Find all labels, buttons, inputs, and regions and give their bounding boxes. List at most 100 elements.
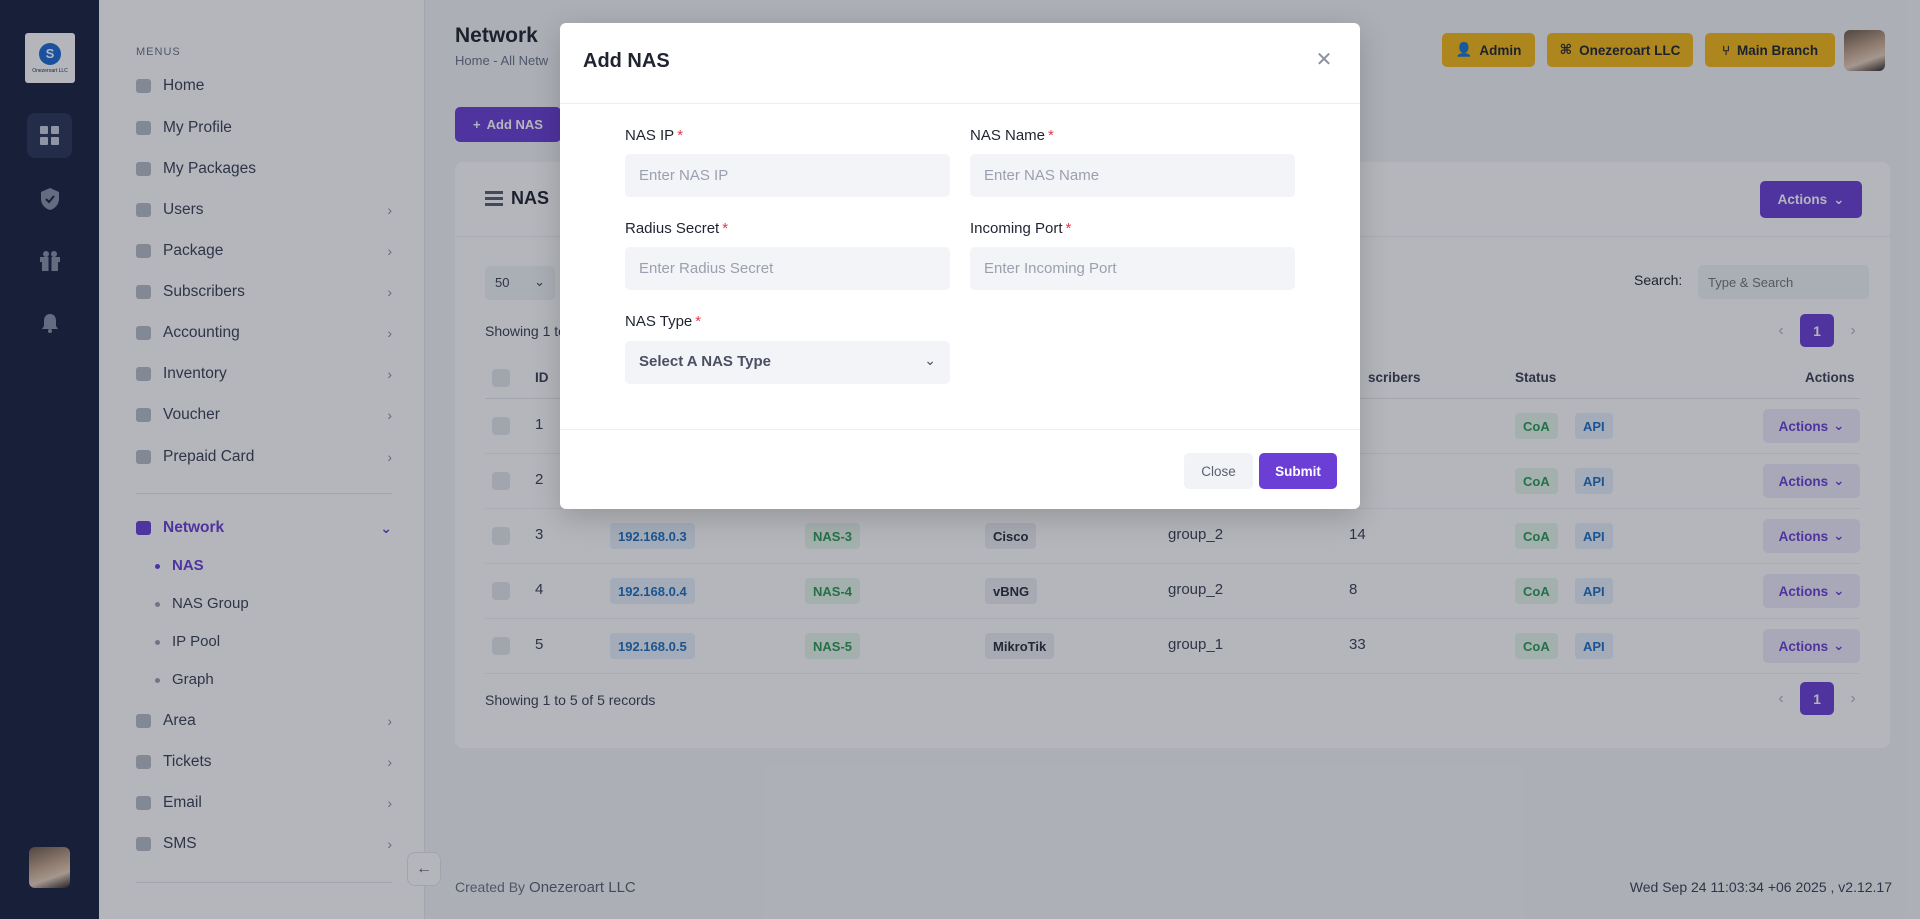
api-badge: API	[1575, 413, 1613, 439]
coa-badge: CoA	[1515, 523, 1558, 549]
submit-button[interactable]: Submit	[1259, 453, 1337, 489]
sidebar-item-label: My Profile	[163, 119, 232, 136]
row-actions-button[interactable]: Actions ⌄	[1763, 629, 1860, 663]
header-avatar[interactable]	[1844, 30, 1885, 71]
nas-type-label-text: NAS Type	[625, 313, 693, 330]
sidebar-item-label: Users	[163, 201, 204, 218]
logo-text: Onezeroart LLC	[32, 67, 68, 74]
select-all-checkbox[interactable]	[492, 369, 510, 387]
row-actions-button[interactable]: Actions ⌄	[1763, 409, 1860, 443]
bullet-icon	[155, 563, 160, 569]
showing-top: Showing 1 to	[485, 323, 566, 339]
page-size-value: 50	[495, 275, 510, 290]
prev-page-icon[interactable]: ‹	[1778, 321, 1784, 339]
sidebar-item-accounting[interactable]: Accounting ›	[136, 321, 392, 345]
nas-name-input[interactable]	[970, 154, 1295, 197]
sidebar-item-inventory[interactable]: Inventory ›	[136, 362, 392, 386]
nas-name-label-text: NAS Name	[970, 127, 1046, 144]
sidebar-item-package[interactable]: Package ›	[136, 239, 392, 263]
row-checkbox[interactable]	[492, 582, 510, 600]
row-actions-button[interactable]: Actions ⌄	[1763, 464, 1860, 498]
page-number[interactable]: 1	[1800, 314, 1834, 347]
card-actions-label: Actions	[1777, 192, 1828, 207]
card-actions-button[interactable]: Actions ⌄	[1760, 181, 1862, 218]
sidebar-menu: MENUS Home My Profile My Packages Users ›…	[99, 0, 425, 919]
coa-badge: CoA	[1515, 413, 1558, 439]
close-button[interactable]: Close	[1184, 453, 1253, 489]
incoming-port-input[interactable]	[970, 247, 1295, 290]
row-actions-button[interactable]: Actions ⌄	[1763, 574, 1860, 608]
branch-button[interactable]: ⑂ Main Branch	[1705, 33, 1835, 67]
ip-badge[interactable]: 192.168.0.5	[610, 633, 695, 659]
close-icon[interactable]: ✕	[1315, 49, 1333, 71]
cell-group: group_2	[1168, 526, 1224, 543]
nas-ip-input[interactable]	[625, 154, 950, 197]
gift-icon[interactable]	[27, 238, 72, 283]
shield-icon[interactable]	[27, 176, 72, 221]
sidebar-item-area[interactable]: Area ›	[136, 709, 392, 733]
bell-icon[interactable]	[27, 300, 72, 345]
sidebar-item-my-profile[interactable]: My Profile	[136, 116, 392, 140]
next-page-icon[interactable]: ›	[1850, 689, 1856, 707]
ticket-icon	[136, 755, 151, 769]
prev-page-icon[interactable]: ‹	[1778, 689, 1784, 707]
sidebar-item-label: Accounting	[163, 324, 240, 341]
api-badge: API	[1575, 523, 1613, 549]
required-mark: *	[1065, 220, 1072, 237]
chevron-down-icon: ⌄	[1833, 191, 1845, 207]
sidebar-item-prepaid-card[interactable]: Prepaid Card ›	[136, 445, 392, 469]
radius-secret-label-text: Radius Secret	[625, 220, 720, 237]
sidebar-subitem-graph[interactable]: Graph	[155, 671, 214, 688]
footer-created-by: Created By	[455, 879, 526, 895]
nas-name-label: NAS Name *	[970, 127, 1054, 144]
sidebar-item-home[interactable]: Home	[136, 74, 392, 98]
row-checkbox[interactable]	[492, 637, 510, 655]
company-logo[interactable]: S Onezeroart LLC	[25, 33, 75, 83]
sidebar-item-subscribers[interactable]: Subscribers ›	[136, 280, 392, 304]
row-checkbox[interactable]	[492, 527, 510, 545]
nas-name-badge: NAS-5	[805, 633, 861, 659]
sidebar-item-label: Inventory	[163, 365, 227, 382]
sidebar-item-voucher[interactable]: Voucher ›	[136, 403, 392, 427]
search-input[interactable]	[1698, 265, 1869, 299]
sidebar-item-sms[interactable]: SMS ›	[136, 832, 392, 856]
ip-badge[interactable]: 192.168.0.4	[610, 578, 695, 604]
sidebar-item-users[interactable]: Users ›	[136, 198, 392, 222]
subitem-label: NAS Group	[172, 595, 249, 612]
sidebar-divider	[136, 493, 392, 494]
nas-type-select[interactable]: Select A NAS Type ⌄	[625, 341, 950, 384]
home-icon	[136, 79, 151, 93]
page-number[interactable]: 1	[1800, 682, 1834, 715]
row-checkbox[interactable]	[492, 472, 510, 490]
next-page-icon[interactable]: ›	[1850, 321, 1856, 339]
admin-button[interactable]: 👤 Admin	[1442, 33, 1535, 67]
chevron-down-icon: ⌄	[924, 352, 936, 368]
chevron-down-icon: ⌄	[1833, 528, 1845, 543]
sidebar-item-label: SMS	[163, 835, 197, 852]
add-nas-button[interactable]: + Add NAS	[455, 107, 561, 142]
row-checkbox[interactable]	[492, 417, 510, 435]
sidebar-subitem-ip-pool[interactable]: IP Pool	[155, 633, 220, 650]
cell-id: 3	[535, 526, 544, 543]
dashboard-icon[interactable]	[27, 113, 72, 158]
arrow-left-icon: ←	[416, 860, 432, 877]
sidebar-collapse-button[interactable]: ←	[407, 852, 441, 886]
company-button[interactable]: ⌘ Onezeroart LLC	[1547, 33, 1693, 67]
page-size-select[interactable]: 50 ⌄	[485, 266, 555, 300]
radius-secret-input[interactable]	[625, 247, 950, 290]
map-pin-icon	[136, 714, 151, 728]
ticket-icon	[136, 408, 151, 422]
sidebar-item-my-packages[interactable]: My Packages	[136, 157, 392, 181]
sidebar-item-network[interactable]: Network ⌄	[136, 516, 392, 540]
sidebar-item-email[interactable]: Email ›	[136, 791, 392, 815]
sidebar-subitem-nas-group[interactable]: NAS Group	[155, 595, 249, 612]
coa-badge: CoA	[1515, 578, 1558, 604]
row-actions-button[interactable]: Actions ⌄	[1763, 519, 1860, 553]
sidebar-subitem-nas[interactable]: NAS	[155, 557, 204, 574]
user-avatar[interactable]	[29, 847, 70, 888]
breadcrumb[interactable]: Home - All Netw	[455, 53, 549, 68]
footer-company[interactable]: Onezeroart LLC	[529, 879, 636, 896]
ip-badge[interactable]: 192.168.0.3	[610, 523, 695, 549]
sidebar-item-tickets[interactable]: Tickets ›	[136, 750, 392, 774]
chevron-right-icon: ›	[387, 795, 392, 811]
